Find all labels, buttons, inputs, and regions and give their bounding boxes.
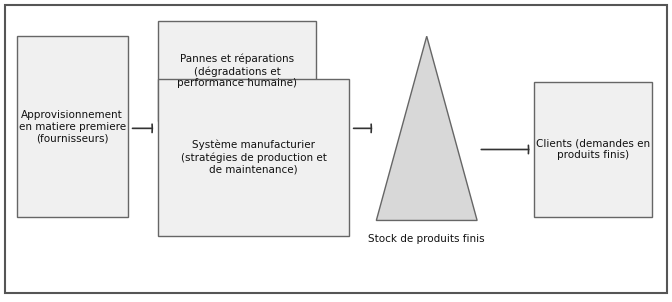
Text: Stock de produits finis: Stock de produits finis [368,234,485,244]
FancyBboxPatch shape [534,82,652,217]
Polygon shape [376,36,477,220]
Text: Clients (demandes en
produits finis): Clients (demandes en produits finis) [536,139,650,160]
Text: Approvisionnement
en matiere premiere
(fournisseurs): Approvisionnement en matiere premiere (f… [19,110,126,143]
FancyBboxPatch shape [158,21,316,121]
FancyBboxPatch shape [158,79,349,236]
Text: Système manufacturier
(stratégies de production et
de maintenance): Système manufacturier (stratégies de pro… [181,140,327,174]
Text: Pannes et réparations
(dégradations et
performance humaine): Pannes et réparations (dégradations et p… [177,54,297,88]
FancyBboxPatch shape [17,36,128,217]
